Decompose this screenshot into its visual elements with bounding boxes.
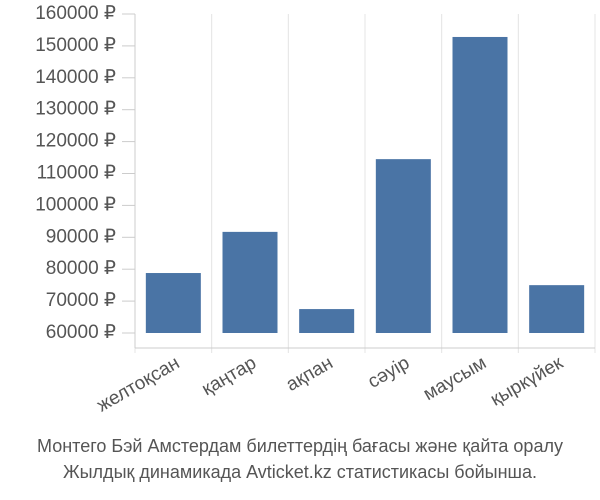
x-tick-label: қаңтар (198, 352, 260, 400)
x-tick-label: желтоқсан (93, 352, 183, 416)
y-tick-label: 150000 ₽ (35, 35, 116, 56)
x-tick-label: ақпан (283, 352, 337, 395)
bar (452, 36, 508, 334)
y-tick-label: 90000 ₽ (46, 226, 116, 247)
y-tick-label: 120000 ₽ (35, 131, 116, 152)
y-tick-label: 110000 ₽ (37, 163, 116, 184)
y-tick-label: 70000 ₽ (46, 290, 116, 311)
caption-line: Монтего Бэй Амстердам билеттердің бағасы… (37, 436, 563, 456)
y-tick-label: 60000 ₽ (46, 322, 116, 343)
y-tick-label: 100000 ₽ (35, 194, 116, 215)
x-tick-label: маусым (420, 352, 490, 405)
bar (145, 273, 201, 333)
y-tick-label: 140000 ₽ (35, 67, 116, 88)
bar (222, 231, 278, 333)
x-tick-label: сәуір (364, 352, 413, 392)
bar (299, 309, 355, 333)
bar (529, 285, 585, 333)
bar (375, 159, 431, 333)
y-tick-label: 160000 ₽ (35, 3, 116, 24)
caption-line: Жылдық динамикада Avticket.kz статистика… (63, 462, 537, 482)
x-tick-label: қыркүйек (487, 352, 567, 410)
y-tick-label: 80000 ₽ (46, 258, 116, 279)
y-tick-label: 130000 ₽ (35, 99, 116, 120)
